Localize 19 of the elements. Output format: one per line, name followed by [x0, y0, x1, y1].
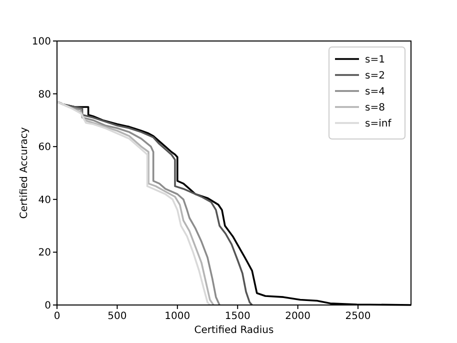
y-tick-label: 40: [38, 194, 51, 206]
y-tick-label: 20: [38, 248, 51, 259]
legend-label: s=2: [365, 70, 385, 82]
legend-label: s=1: [365, 54, 385, 66]
x-axis-title: Certified Radius: [194, 325, 274, 336]
y-tick-label: 0: [44, 300, 51, 312]
legend-label: s=8: [365, 102, 385, 114]
x-tick-label: 0: [54, 311, 60, 322]
x-tick-label: 1000: [164, 311, 190, 322]
legend-label: s=4: [365, 86, 385, 98]
y-tick-label: 60: [38, 142, 51, 154]
x-tick-label: 2000: [285, 311, 311, 322]
y-tick-label: 80: [38, 89, 51, 100]
x-tick-label: 2500: [345, 311, 371, 322]
legend-label: s=inf: [365, 118, 392, 130]
x-tick-label: 500: [108, 311, 127, 322]
y-tick-label: 100: [32, 36, 51, 48]
x-tick-label: 1500: [224, 311, 250, 322]
y-axis-title: Certified Accuracy: [19, 127, 30, 219]
